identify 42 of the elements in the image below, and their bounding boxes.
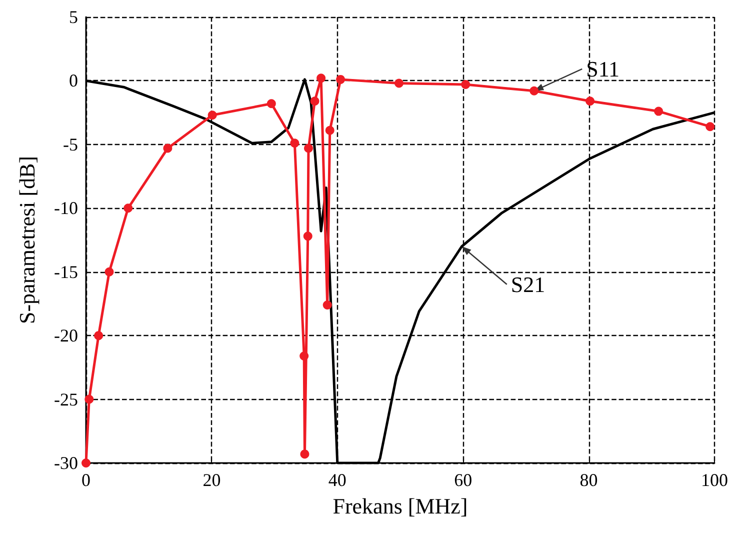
point [300,450,310,459]
point [84,394,94,404]
point [586,96,595,106]
x-tick-label: 100 [701,470,728,490]
y-tick-label: -15 [54,262,78,282]
y-tick-label: -25 [54,389,78,410]
point [336,74,346,84]
point [461,80,470,90]
x-tick-label: 40 [328,470,346,490]
point [303,232,312,241]
point [394,78,404,88]
y-axis-title: S-parametresi [dB] [14,156,40,324]
point [304,144,313,153]
point [163,144,172,153]
point [310,96,320,106]
y-tick-label: -30 [54,453,78,473]
point [208,110,217,120]
point [266,99,276,108]
y-tick-label: -20 [54,326,78,346]
point [124,204,133,213]
x-tick-label: 0 [82,470,90,490]
point [322,300,332,310]
y-tick-label: 0 [69,70,78,91]
y-tick-label: 5 [69,7,78,27]
point [290,138,300,148]
y-tick-label: -10 [54,198,78,218]
point [325,126,334,135]
point [654,106,664,116]
annotation: S11 [586,56,620,82]
point [104,267,114,276]
annotation: S21 [510,272,546,297]
point [706,122,715,132]
point [94,331,104,340]
point [82,458,90,468]
point [530,86,539,96]
point [316,74,326,83]
point [300,351,309,360]
y-tick-label: -5 [63,134,78,154]
x-tick-label: 20 [202,470,221,490]
x-axis-title: Frekans [MHz] [332,494,468,518]
x-tick-label: 60 [454,470,472,490]
x-tick-label: 80 [580,470,598,490]
